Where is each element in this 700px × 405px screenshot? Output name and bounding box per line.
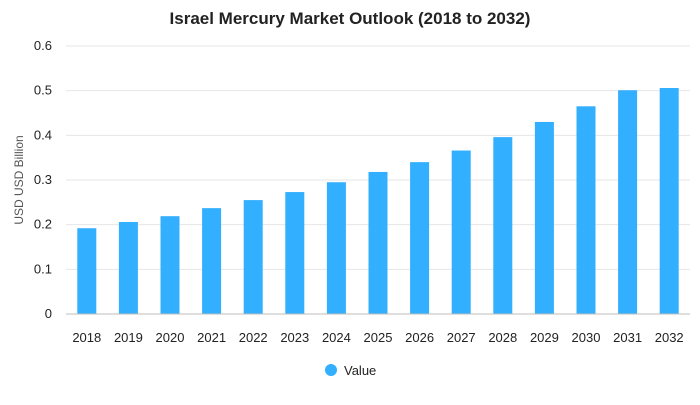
bar-2020[interactable] [160,216,180,314]
x-tick-label: 2027 [447,330,476,345]
bar-2024[interactable] [326,182,346,314]
bar-2018[interactable] [77,228,97,314]
x-tick-label: 2022 [239,330,268,345]
bar-2026[interactable] [410,162,430,314]
y-tick-label: 0.4 [34,127,52,142]
bar-2021[interactable] [202,208,222,314]
y-tick-label: 0.2 [34,217,52,232]
bar-2029[interactable] [534,121,554,314]
y-tick-label: 0.6 [34,38,52,53]
bar-2019[interactable] [118,221,138,314]
y-tick-label: 0.3 [34,172,52,187]
x-tick-label: 2032 [655,330,684,345]
legend: Value [325,363,376,378]
y-tick-label: 0 [45,306,52,321]
x-tick-label: 2025 [364,330,393,345]
x-tick-label: 2026 [405,330,434,345]
y-tick-label: 0.1 [34,261,52,276]
bar-2023[interactable] [285,192,305,314]
bar-2030[interactable] [576,106,596,314]
bar-2022[interactable] [243,200,263,314]
legend-label[interactable]: Value [344,363,376,378]
bar-2032[interactable] [659,87,679,314]
bar-2025[interactable] [368,171,388,314]
x-tick-label: 2019 [114,330,143,345]
x-tick-label: 2018 [72,330,101,345]
chart-title: Israel Mercury Market Outlook (2018 to 2… [170,9,531,28]
x-tick-label: 2028 [488,330,517,345]
bars [77,87,679,314]
x-tick-label: 2031 [613,330,642,345]
x-tick-label: 2021 [197,330,226,345]
bar-2031[interactable] [618,90,638,314]
x-tick-label: 2029 [530,330,559,345]
bar-2027[interactable] [451,150,471,314]
legend-swatch[interactable] [325,364,337,376]
x-tick-label: 2023 [280,330,309,345]
x-tick-labels: 2018 2019 2020 2021 2022 2023 2024 2025 2026 2027… [72,330,683,345]
x-tick-label: 2030 [572,330,601,345]
y-axis-label: USD USD Billion [12,135,26,224]
bar-2028[interactable] [493,137,513,314]
x-tick-label: 2020 [156,330,185,345]
y-tick-labels: 0 0.1 0.2 0.3 0.4 0.5 0.6 [34,38,52,321]
x-tick-label: 2024 [322,330,351,345]
y-tick-label: 0.5 [34,83,52,98]
